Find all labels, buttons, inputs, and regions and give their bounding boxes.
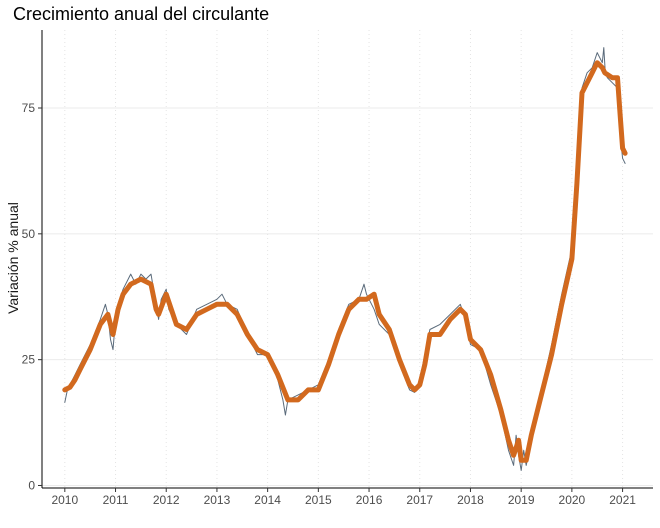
x-tick-label: 2021: [609, 493, 636, 507]
y-tick-label: 50: [22, 227, 36, 241]
series-line-daily: [64, 47, 626, 471]
y-tick-label: 75: [22, 101, 36, 115]
chart-title: Crecimiento anual del circulante: [13, 4, 269, 24]
x-tick-label: 2020: [559, 493, 586, 507]
x-tick-label: 2018: [457, 493, 484, 507]
x-tick-label: 2013: [204, 493, 231, 507]
x-tick-label: 2015: [305, 493, 332, 507]
x-tick-label: 2010: [51, 493, 78, 507]
y-tick-label: 0: [28, 478, 35, 492]
y-tick-label: 25: [22, 353, 36, 367]
series-layer: [62, 47, 628, 471]
x-tick-label: 2014: [254, 493, 281, 507]
x-tick-label: 2011: [103, 493, 129, 507]
series-line-smoothed: [62, 60, 628, 463]
x-tick-label: 2012: [153, 493, 180, 507]
grid: [42, 30, 653, 488]
axes: 0 25 50 75 2010 2011 2012 2013 2014 2015 2016 2017 2…: [22, 30, 653, 507]
x-tick-label: 2016: [356, 493, 383, 507]
x-tick-label: 2017: [406, 493, 433, 507]
x-tick-label: 2019: [508, 493, 535, 507]
y-axis-label: Variación % anual: [5, 202, 21, 314]
